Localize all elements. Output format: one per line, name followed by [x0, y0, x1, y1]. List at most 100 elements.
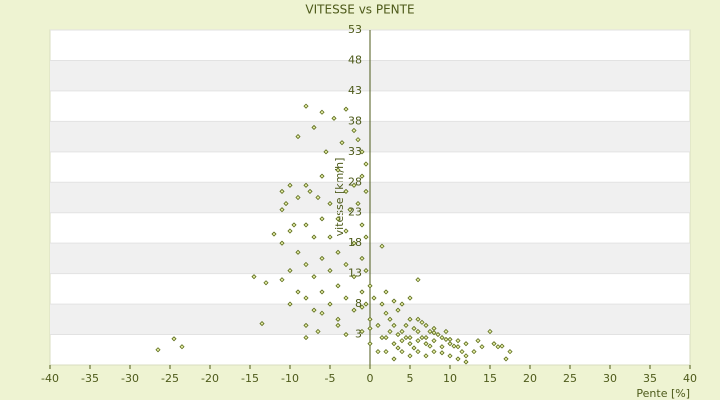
point: [407, 316, 413, 322]
point: [303, 335, 309, 341]
point: [423, 341, 429, 347]
point: [423, 322, 429, 328]
point: [347, 207, 353, 213]
y-tick-label: 33: [348, 145, 362, 158]
x-tick-label: 25: [563, 372, 577, 385]
point: [447, 341, 453, 347]
point: [303, 182, 309, 188]
y-tick-label: 3: [355, 328, 362, 341]
point: [343, 228, 349, 234]
point: [315, 194, 321, 201]
x-tick-label: 20: [523, 372, 537, 385]
point: [399, 338, 405, 344]
x-tick-label: 5: [407, 372, 414, 385]
point: [491, 341, 497, 347]
point: [403, 335, 409, 341]
point: [455, 356, 461, 362]
point: [359, 304, 365, 310]
point: [287, 268, 293, 274]
point: [343, 188, 349, 194]
point: [327, 268, 333, 274]
point: [295, 194, 301, 201]
point: [315, 328, 321, 335]
x-tick-label: -15: [241, 372, 259, 385]
point: [279, 188, 285, 194]
point: [415, 338, 421, 344]
point: [343, 106, 349, 112]
point: [431, 330, 437, 336]
point: [395, 307, 401, 313]
x-tick-label: -35: [81, 372, 99, 385]
point: [443, 328, 449, 335]
point: [475, 338, 481, 344]
point: [155, 347, 161, 353]
point: [439, 335, 445, 341]
y-axis-label: vitesse [km/h]: [333, 158, 346, 237]
point: [283, 201, 289, 207]
point: [287, 182, 293, 188]
x-tick-label: 30: [603, 372, 617, 385]
point: [295, 289, 301, 295]
point: [359, 289, 365, 295]
point: [251, 274, 257, 280]
point: [447, 336, 453, 342]
point: [463, 341, 469, 347]
chart-title: VITESSE vs PENTE: [305, 3, 414, 17]
point: [431, 338, 437, 344]
x-tick-label: 0: [367, 372, 374, 385]
point: [375, 349, 381, 355]
y-tick-label: 38: [348, 114, 362, 127]
point: [495, 344, 501, 350]
point: [335, 316, 341, 322]
point: [431, 325, 437, 332]
point: [427, 328, 433, 335]
point: [375, 322, 381, 328]
point: [335, 167, 341, 173]
x-tick-label: -10: [281, 372, 299, 385]
point: [431, 349, 437, 355]
point: [447, 353, 453, 359]
point: [387, 316, 393, 322]
x-tick-label: -30: [121, 372, 139, 385]
point: [367, 325, 373, 332]
point: [303, 222, 309, 228]
point: [395, 345, 401, 351]
point: [423, 335, 429, 341]
y-tick-label: 8: [355, 297, 362, 310]
point: [379, 335, 385, 341]
point: [503, 356, 509, 362]
point: [459, 349, 465, 355]
point: [327, 301, 333, 307]
point: [451, 343, 457, 349]
point: [499, 343, 505, 349]
point: [455, 338, 461, 344]
point: [367, 341, 373, 347]
x-tick-label: -25: [161, 372, 179, 385]
y-tick-label: 13: [348, 267, 362, 280]
point: [439, 350, 445, 356]
point: [391, 356, 397, 362]
point: [415, 277, 421, 283]
point: [311, 234, 317, 240]
point: [383, 335, 389, 341]
point: [359, 149, 365, 155]
point: [355, 137, 361, 143]
point: [263, 280, 269, 286]
point: [327, 234, 333, 240]
point: [343, 295, 349, 301]
y-tick-label: 43: [348, 84, 362, 97]
point: [399, 349, 405, 355]
point: [291, 222, 297, 228]
point: [307, 188, 313, 194]
x-tick-label: -20: [201, 372, 219, 385]
y-tick-label: 53: [348, 23, 362, 36]
point: [335, 283, 341, 289]
point: [427, 343, 433, 349]
point: [359, 328, 365, 335]
point: [387, 328, 393, 335]
point: [355, 201, 361, 207]
point: [455, 344, 461, 350]
point: [411, 325, 417, 332]
x-tick-label: -40: [41, 372, 59, 385]
